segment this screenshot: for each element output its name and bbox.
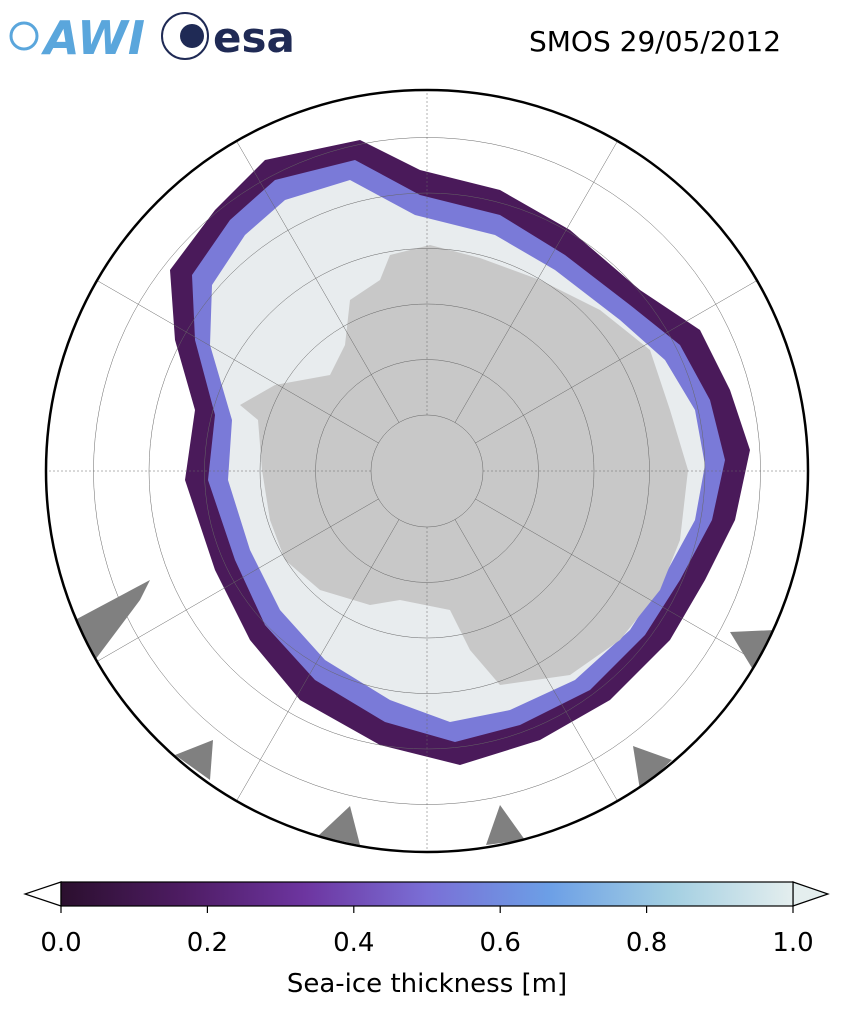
esa-logo: esa [213, 13, 295, 62]
colorbar-tick-label: 0.4 [333, 928, 374, 958]
meridian [236, 140, 400, 423]
latitude-circle [315, 359, 539, 583]
land-patch [633, 746, 672, 790]
colorbar: Sea-ice thickness [m] 0.0 0.2 0.4 0.6 0.8 1.0 [23, 881, 830, 999]
colorbar-ramp [60, 881, 794, 907]
land-patch [175, 740, 213, 780]
latitude-circle [259, 303, 595, 639]
meridian [96, 280, 379, 444]
colorbar-tick-label: 0.8 [626, 928, 667, 958]
land-patch [486, 805, 525, 845]
colorbar-tick-label: 0.0 [40, 928, 81, 958]
colorbar-label: Sea-ice thickness [m] [287, 969, 567, 999]
map-frame [44, 88, 810, 854]
graticule [46, 90, 808, 852]
land-patch [318, 806, 360, 845]
logos: AWI esa [9, 11, 295, 65]
colorbar-extend-max [792, 881, 830, 907]
map-title: SMOS 29/05/2012 [529, 25, 781, 58]
meridian [236, 519, 400, 802]
meridian [475, 280, 758, 444]
meridian [96, 498, 379, 662]
colorbar-tick-label: 0.2 [187, 928, 228, 958]
awi-logo: AWI [41, 11, 145, 65]
latitude-circle [204, 248, 650, 694]
meridian [454, 519, 618, 802]
antarctica [240, 245, 688, 685]
map [46, 90, 808, 852]
colorbar-tick-label: 0.6 [480, 928, 521, 958]
esa-emblem-core [180, 24, 204, 48]
meridian [454, 140, 618, 423]
colorbar-extend-min [23, 881, 62, 907]
meridian [475, 498, 758, 662]
awi-emblem [9, 21, 39, 51]
colorbar-tick-label: 1.0 [772, 928, 813, 958]
esa-emblem [161, 12, 209, 60]
land-patch [730, 630, 775, 668]
land-patch [75, 580, 150, 660]
